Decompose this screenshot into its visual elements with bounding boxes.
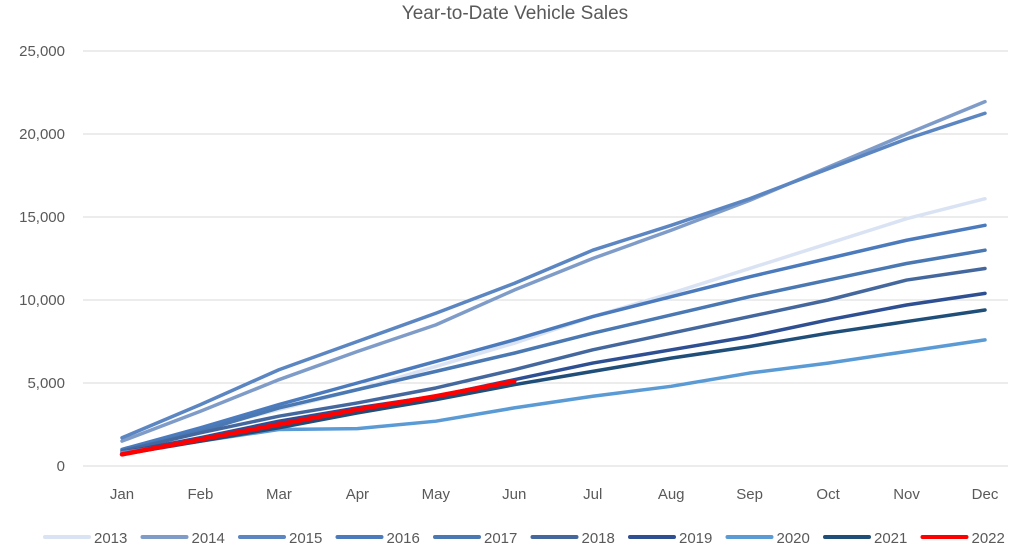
y-tick-label: 5,000	[27, 375, 65, 392]
legend-label: 2014	[192, 530, 225, 547]
series-line-2021	[120, 308, 987, 457]
x-tick-label: Oct	[816, 486, 840, 503]
x-tick-label: Dec	[972, 486, 999, 503]
x-tick-label: Jan	[110, 486, 134, 503]
x-tick-label: Mar	[266, 486, 292, 503]
y-tick-label: 25,000	[19, 43, 65, 60]
series-line-2018	[120, 266, 987, 453]
legend-label: 2015	[289, 530, 322, 547]
x-tick-label: Sep	[736, 486, 763, 503]
legend-label: 2013	[94, 530, 127, 547]
legend-label: 2019	[679, 530, 712, 547]
y-tick-label: 15,000	[19, 209, 65, 226]
x-tick-label: Nov	[893, 486, 920, 503]
x-tick-label: Aug	[658, 486, 685, 503]
legend-label: 2020	[777, 530, 810, 547]
legend-label: 2022	[972, 530, 1005, 547]
y-tick-label: 20,000	[19, 126, 65, 143]
legend-label: 2016	[387, 530, 420, 547]
y-tick-label: 10,000	[19, 292, 65, 309]
legend-label: 2017	[484, 530, 517, 547]
x-tick-label: Jul	[583, 486, 602, 503]
series-line-2022	[119, 379, 517, 457]
series-line-2017	[120, 248, 987, 453]
x-tick-label: Apr	[346, 486, 369, 503]
legend-label: 2021	[874, 530, 907, 547]
series-line-2015	[120, 111, 987, 440]
series-line-2019	[120, 291, 987, 455]
series-line-2014	[120, 99, 987, 443]
legend-label: 2018	[582, 530, 615, 547]
x-tick-label: May	[422, 486, 451, 503]
y-tick-label: 0	[57, 458, 65, 475]
series-line-2020	[120, 338, 987, 455]
series-line-2016	[120, 223, 987, 452]
x-tick-label: Jun	[502, 486, 526, 503]
chart-title: Year-to-Date Vehicle Sales	[402, 3, 628, 24]
x-tick-label: Feb	[188, 486, 214, 503]
